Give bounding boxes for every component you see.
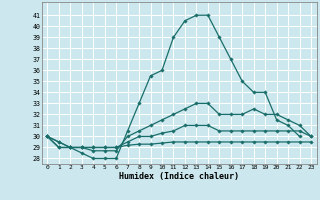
X-axis label: Humidex (Indice chaleur): Humidex (Indice chaleur) xyxy=(119,172,239,181)
